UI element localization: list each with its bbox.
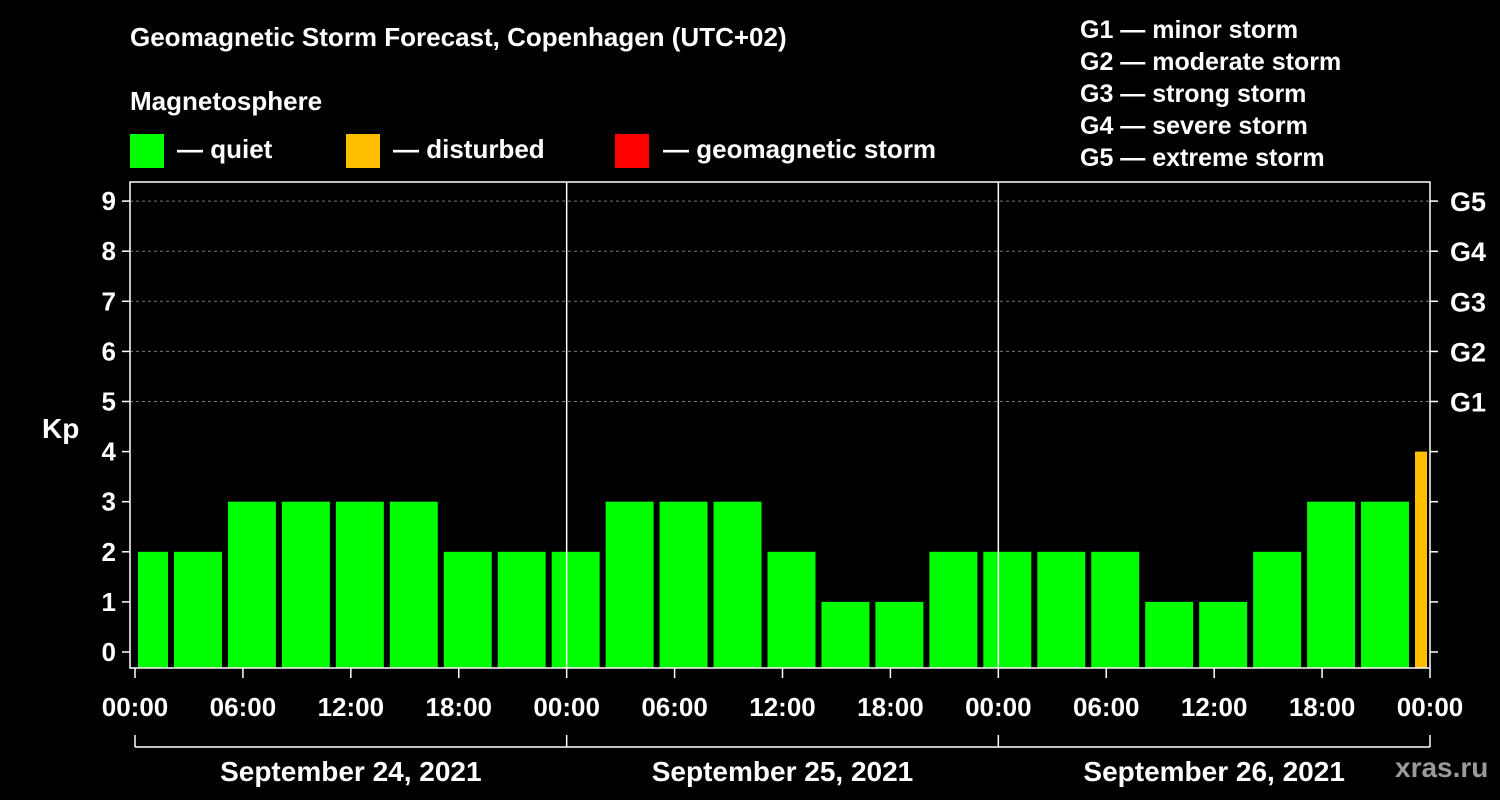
kp-bar — [821, 601, 870, 668]
x-tick-label: 00:00 — [533, 692, 600, 722]
kp-bar — [1253, 551, 1302, 668]
watermark: xras.ru — [1395, 752, 1489, 783]
x-tick-label: 12:00 — [318, 692, 385, 722]
storm-scale-g4: G4 — severe storm — [1080, 112, 1308, 140]
kp-bar — [497, 551, 546, 668]
kp-bar — [443, 551, 492, 668]
y-tick-label: 9 — [102, 186, 116, 216]
y-tick-label: 1 — [102, 587, 116, 617]
x-tick-label: 00:00 — [1397, 692, 1464, 722]
storm-scale-g2: G2 — moderate storm — [1080, 48, 1342, 76]
kp-bar — [929, 551, 978, 668]
y-tick-label: 5 — [102, 387, 116, 417]
g-level-label: G4 — [1450, 237, 1486, 267]
legend-swatch-disturbed — [346, 134, 380, 168]
kp-bar — [605, 501, 654, 668]
date-label: September 24, 2021 — [220, 756, 482, 787]
y-tick-label: 3 — [102, 487, 116, 517]
kp-bar — [1415, 451, 1427, 668]
x-tick-label: 06:00 — [210, 692, 277, 722]
x-tick-label: 18:00 — [1289, 692, 1356, 722]
x-tick-label: 06:00 — [641, 692, 708, 722]
kp-bar — [551, 551, 600, 668]
kp-bar — [875, 601, 924, 668]
kp-bar — [1361, 501, 1410, 668]
kp-bar — [389, 501, 438, 668]
x-tick-label: 00:00 — [965, 692, 1032, 722]
kp-bar — [713, 501, 762, 668]
legend-swatch-storm — [615, 134, 649, 168]
storm-scale-g3: G3 — strong storm — [1080, 80, 1307, 108]
x-tick-label: 18:00 — [857, 692, 924, 722]
storm-scale-g1: G1 — minor storm — [1080, 16, 1299, 44]
kp-bar — [1307, 501, 1356, 668]
date-label: September 26, 2021 — [1083, 756, 1345, 787]
kp-bar — [335, 501, 384, 668]
kp-bar — [281, 501, 330, 668]
x-tick-label: 06:00 — [1073, 692, 1140, 722]
g-level-label: G1 — [1450, 388, 1486, 418]
storm-scale-g5: G5 — extreme storm — [1080, 144, 1325, 172]
magnetosphere-label: Magnetosphere — [130, 86, 323, 116]
chart-title: Geomagnetic Storm Forecast, Copenhagen (… — [130, 22, 787, 52]
y-tick-label: 7 — [102, 286, 116, 316]
kp-bar — [767, 551, 816, 668]
legend-swatch-quiet — [130, 134, 164, 168]
x-tick-label: 00:00 — [102, 692, 169, 722]
plot-frame — [129, 181, 1431, 669]
kp-bar — [983, 551, 1032, 668]
y-axis-label: Kp — [42, 413, 79, 444]
x-tick-label: 12:00 — [749, 692, 816, 722]
y-tick-label: 6 — [102, 336, 116, 366]
legend-label-storm: — geomagnetic storm — [663, 134, 937, 164]
kp-bar — [1199, 601, 1248, 668]
kp-bar — [659, 501, 708, 668]
kp-bar — [138, 551, 168, 668]
g-level-label: G5 — [1450, 187, 1486, 217]
date-label: September 25, 2021 — [652, 756, 914, 787]
kp-bar — [1145, 601, 1194, 668]
x-tick-label: 18:00 — [426, 692, 493, 722]
kp-bar — [173, 551, 222, 668]
y-tick-label: 8 — [102, 236, 116, 266]
g-level-label: G3 — [1450, 287, 1486, 317]
x-tick-label: 12:00 — [1181, 692, 1248, 722]
kp-bar — [1037, 551, 1086, 668]
g-level-label: G2 — [1450, 337, 1486, 367]
storm-scale-legend: G1 — minor storm G2 — moderate storm G3 … — [1080, 14, 1500, 174]
y-tick-label: 2 — [102, 537, 116, 567]
kp-bar — [1091, 551, 1140, 668]
legend-label-disturbed: — disturbed — [393, 134, 545, 164]
y-tick-label: 4 — [102, 437, 117, 467]
y-tick-label: 0 — [102, 637, 116, 667]
legend-label-quiet: — quiet — [177, 134, 273, 164]
kp-bar — [227, 501, 276, 668]
